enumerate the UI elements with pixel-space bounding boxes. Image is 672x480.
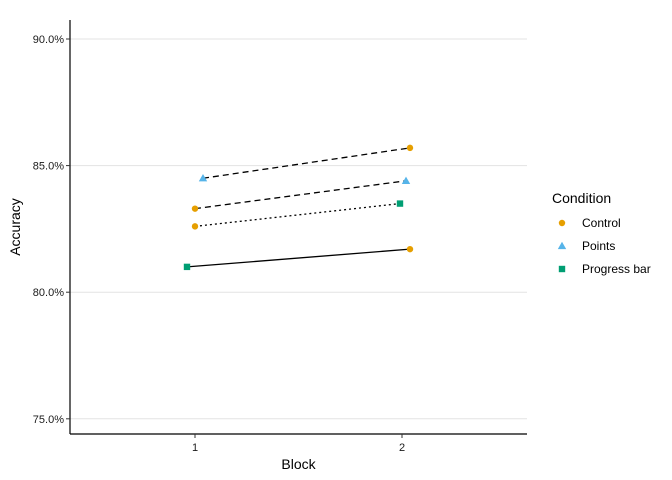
series-line-solid xyxy=(186,248,411,268)
series-line-dashed xyxy=(194,180,407,210)
y-axis-title: Accuracy xyxy=(7,198,23,256)
tick-labels: 75.0% 80.0% 85.0% 90.0% 1 2 xyxy=(33,34,405,454)
point-progress-bar xyxy=(396,200,404,207)
legend: Condition Control Points Progress bar xyxy=(552,190,651,276)
legend-label: Progress bar xyxy=(582,262,651,276)
point-control xyxy=(191,223,199,230)
x-tick-label: 2 xyxy=(399,442,405,454)
point-control xyxy=(191,205,199,212)
point-control xyxy=(406,144,414,152)
series-line-dotted xyxy=(194,202,401,228)
series-line-dashed xyxy=(202,147,411,179)
legend-key-progress-bar xyxy=(558,265,566,273)
legend-label: Points xyxy=(582,239,615,253)
legend-label: Control xyxy=(582,216,621,230)
legend-title: Condition xyxy=(552,190,611,206)
y-tick-label: 80.0% xyxy=(33,287,64,299)
y-tick-label: 90.0% xyxy=(33,34,64,46)
point-progress-bar xyxy=(183,263,191,271)
legend-key-control xyxy=(558,219,566,227)
x-tick-label: 1 xyxy=(192,442,198,454)
x-axis-title: Block xyxy=(281,456,316,472)
gridlines xyxy=(70,38,527,420)
point-points xyxy=(198,174,208,182)
y-tick-label: 75.0% xyxy=(33,414,64,426)
legend-key-points xyxy=(557,241,567,250)
y-tick-label: 85.0% xyxy=(33,161,64,173)
point-control xyxy=(406,245,414,253)
point-points xyxy=(401,176,411,184)
series-lines xyxy=(186,147,411,268)
axes xyxy=(69,20,527,435)
data-points xyxy=(183,144,414,271)
